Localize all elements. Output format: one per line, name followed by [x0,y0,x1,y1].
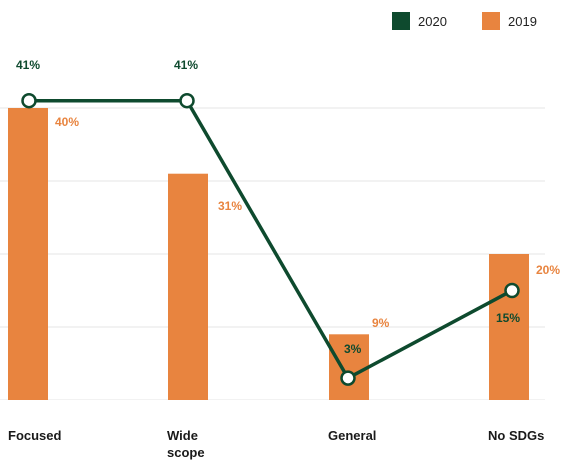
legend-item-2019: 2019 [482,12,537,30]
legend-swatch-2019 [482,12,500,30]
bar-value-label-2019-0: 40% [55,115,79,129]
marker-2020-1 [179,92,195,109]
legend-item-2020: 2020 [392,12,447,30]
x-tick-label-no-sdgs-line1: No SDGs [488,428,545,443]
x-tick-label-focused: Focused [8,427,98,444]
legend-label-2020: 2020 [418,13,447,29]
line-value-label-2020-0: 41% [16,58,40,72]
legend-label-2019: 2019 [508,13,537,29]
x-tick-label-no-sdgs: No SDGs [488,427,564,444]
x-tick-label-focused-line1: Focused [8,428,62,443]
line-value-label-2020-2: 3% [344,342,362,356]
bar-value-label-2019-2: 9% [372,316,390,330]
bar-value-label-2019-1: 31% [218,199,242,213]
bar-2019-wide-scope [168,173,208,400]
line-2020 [29,98,513,380]
marker-2020-0 [21,92,37,109]
x-tick-label-wide-scope-line1: Wide [167,428,198,443]
marker-2020-2 [340,370,356,386]
line-value-label-2020-3: 15% [496,311,520,325]
bar-2019-general [329,334,369,400]
chart-plot-area: 40% 31% 9% 20% 41% 41% 3% 15% [0,58,560,400]
marker-2020-3 [504,282,520,299]
x-tick-label-general: General [328,427,418,444]
x-tick-label-wide-scope-line2: scope [167,445,205,460]
line-value-label-2020-1: 41% [174,58,198,72]
bar-2019-focused [8,108,48,400]
legend-swatch-2020 [392,12,410,30]
legend: 2020 2019 [0,12,564,32]
bar-value-label-2019-3: 20% [536,263,560,277]
x-tick-label-general-line1: General [328,428,377,443]
bar-2019-no-sdgs [489,254,529,400]
x-tick-label-wide-scope: Wide scope [167,427,257,461]
